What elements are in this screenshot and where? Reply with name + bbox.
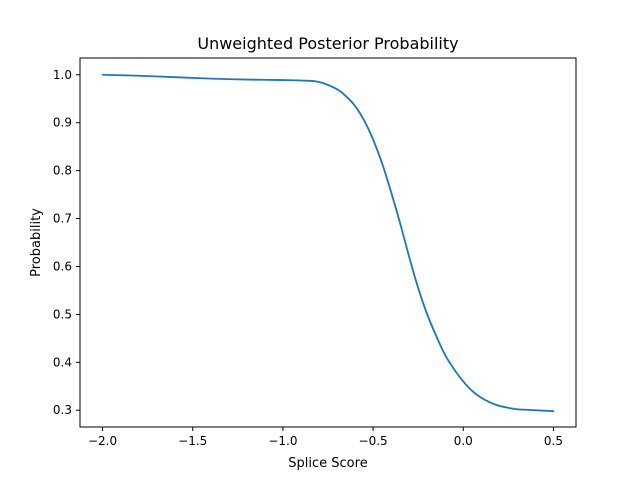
y-tick-label: 0.4: [53, 355, 72, 369]
x-tick-label: 0.0: [454, 434, 473, 448]
y-tick-label: 1.0: [53, 68, 72, 82]
x-tick-label: −0.5: [359, 434, 388, 448]
y-tick-label: 0.8: [53, 164, 72, 178]
chart-title: Unweighted Posterior Probability: [197, 34, 458, 53]
y-tick-label: 0.7: [53, 212, 72, 226]
x-tick-label: −1.0: [268, 434, 297, 448]
y-tick-label: 0.9: [53, 116, 72, 130]
x-tick-label: 0.5: [544, 434, 563, 448]
y-tick-label: 0.5: [53, 307, 72, 321]
y-axis-label: Probability: [29, 208, 44, 277]
series-line: [101, 73, 555, 413]
x-tick-label: −2.0: [88, 434, 117, 448]
y-tick-label: 0.6: [53, 259, 72, 273]
plot-area: [101, 73, 555, 413]
x-axis: −2.0 −1.5 −1.0 −0.5 0.0 0.5: [88, 427, 563, 448]
axes-frame: [79, 57, 577, 428]
x-tick-label: −1.5: [178, 434, 207, 448]
y-tick-label: 0.3: [53, 403, 72, 417]
x-axis-label: Splice Score: [288, 456, 367, 471]
y-axis: 0.3 0.4 0.5 0.6 0.7 0.8 0.9 1.0: [53, 68, 80, 417]
